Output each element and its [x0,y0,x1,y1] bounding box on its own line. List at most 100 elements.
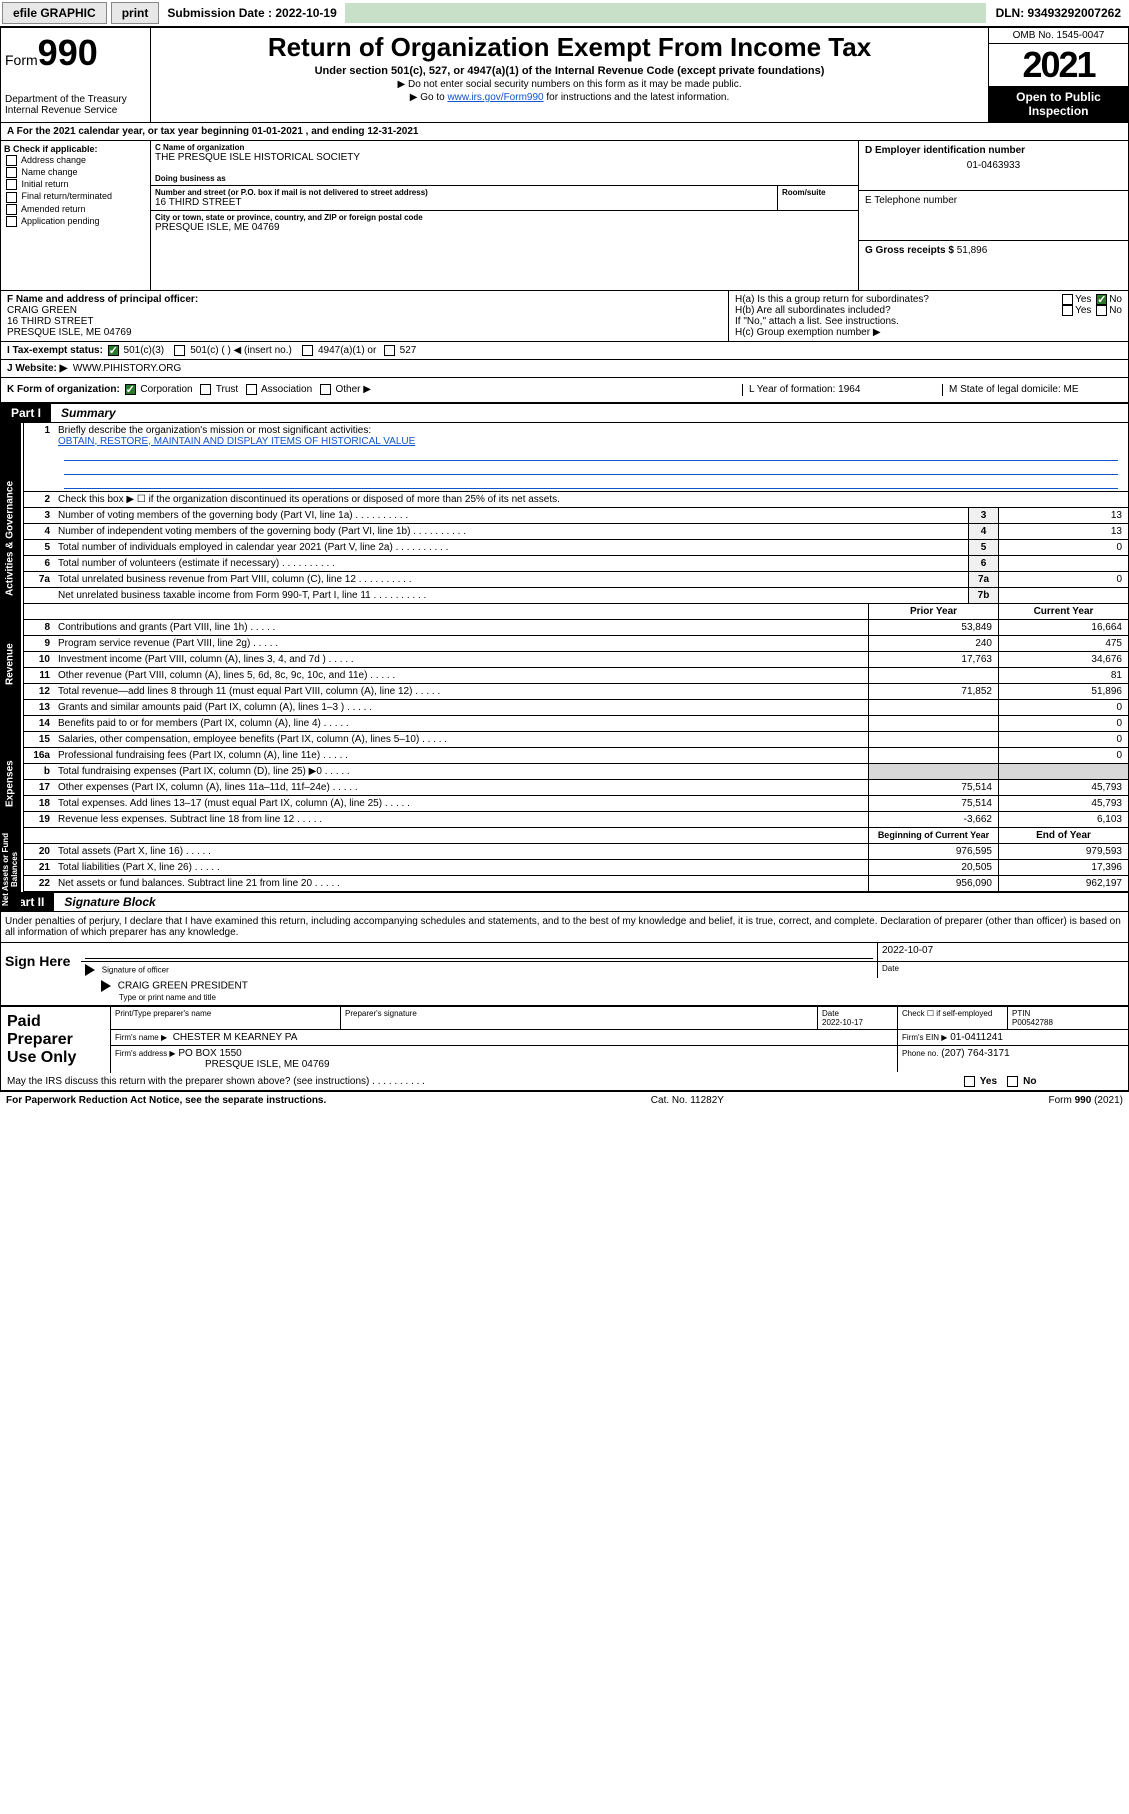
ha-no-checkbox[interactable] [1096,294,1107,305]
header-right: OMB No. 1545-0047 2021 Open to Public In… [988,28,1128,122]
current-value: 979,593 [998,844,1128,859]
col-b-option: Initial return [4,179,147,190]
irs-link[interactable]: www.irs.gov/Form990 [447,92,543,103]
summary-line: 12Total revenue—add lines 8 through 11 (… [24,684,1128,700]
prep-date: 2022-10-17 [822,1018,863,1027]
addr-label: Number and street (or P.O. box if mail i… [155,188,773,197]
prior-value: 976,595 [868,844,998,859]
current-value [998,764,1128,779]
firm-name-label: Firm's name ▶ [115,1033,167,1042]
sign-here-row: Sign Here 2022-10-07 Signature of office… [1,942,1128,1006]
line-text: Other revenue (Part VIII, column (A), li… [54,668,868,683]
527-checkbox[interactable] [384,345,395,356]
city-label: City or town, state or province, country… [155,213,854,222]
firm-addr1: PO BOX 1550 [178,1048,241,1059]
col-b-checkbox[interactable] [6,216,17,227]
4947-label: 4947(a)(1) or [318,345,376,356]
line-text: Number of independent voting members of … [54,524,968,539]
summary-line: 13Grants and similar amounts paid (Part … [24,700,1128,716]
prior-value: 20,505 [868,860,998,875]
prior-value: 240 [868,636,998,651]
may-yes-checkbox[interactable] [964,1076,975,1087]
col-b-checkbox[interactable] [6,204,17,215]
summary-line: 6Total number of volunteers (estimate if… [24,556,1128,572]
line-text: Total liabilities (Part X, line 26) [54,860,868,875]
line-value: 0 [998,572,1128,587]
current-year-header: Current Year [998,604,1128,619]
4947-checkbox[interactable] [302,345,313,356]
may-no-checkbox[interactable] [1007,1076,1018,1087]
efile-button[interactable]: efile GRAPHIC [2,2,107,24]
prep-date-header: Date [822,1009,839,1018]
open-public: Open to Public Inspection [989,86,1128,122]
line-text: Professional fundraising fees (Part IX, … [54,748,868,763]
k-other-label: Other ▶ [335,385,370,396]
col-b-option: Address change [4,155,147,166]
firm-name: CHESTER M KEARNEY PA [173,1032,298,1043]
line-num: 5 [24,540,54,555]
k-corp-checkbox[interactable] [125,384,136,395]
k-trust-checkbox[interactable] [200,384,211,395]
col-b-option: Application pending [4,216,147,227]
netassets-tab: Net Assets or Fund Balances [0,828,21,910]
summary-line: bTotal fundraising expenses (Part IX, co… [24,764,1128,780]
room-label: Room/suite [782,188,854,197]
beg-year-header: Beginning of Current Year [868,828,998,843]
current-value: 17,396 [998,860,1128,875]
officer-addr2: PRESQUE ISLE, ME 04769 [7,327,132,338]
line-text: Program service revenue (Part VIII, line… [54,636,868,651]
officer-sig-name: CRAIG GREEN PRESIDENT [118,980,248,991]
toolbar-fill [345,3,986,23]
line-value: 0 [998,540,1128,555]
part2-title: Signature Block [54,892,1128,912]
current-value: 0 [998,700,1128,715]
phone-number: (207) 764-3171 [941,1048,1009,1059]
501c3-checkbox[interactable] [108,345,119,356]
website-url: WWW.PIHISTORY.ORG [73,363,181,374]
col-b-header: B Check if applicable: [4,144,98,154]
col-b-checkbox[interactable] [6,155,17,166]
col-b-checkbox[interactable] [6,192,17,203]
line-num: 6 [24,556,54,571]
toolbar: efile GRAPHIC print Submission Date : 20… [0,0,1129,27]
col-b-checkbox[interactable] [6,167,17,178]
form-title: Return of Organization Exempt From Incom… [159,32,980,63]
type-name-label: Type or print name and title [119,993,216,1002]
prior-value: 71,852 [868,684,998,699]
summary-line: 11Other revenue (Part VIII, column (A), … [24,668,1128,684]
current-value: 16,664 [998,620,1128,635]
prior-value [868,748,998,763]
hb-no-checkbox[interactable] [1096,305,1107,316]
part1-num: Part I [1,404,51,422]
line-num: 17 [24,780,54,795]
line-num: 9 [24,636,54,651]
line-text: Total unrelated business revenue from Pa… [54,572,968,587]
netassets-section: Net Assets or Fund Balances Beginning of… [1,828,1128,892]
line-text: Net unrelated business taxable income fr… [54,588,968,603]
k-corp-label: Corporation [140,385,192,396]
ha-yes-checkbox[interactable] [1062,294,1073,305]
501c-checkbox[interactable] [174,345,185,356]
declaration: Under penalties of perjury, I declare th… [1,912,1128,942]
omb-number: OMB No. 1545-0047 [989,28,1128,44]
col-de: D Employer identification number 01-0463… [858,141,1128,290]
col-b-checkbox[interactable] [6,179,17,190]
k-other-checkbox[interactable] [320,384,331,395]
blank [24,604,54,619]
k-assoc-checkbox[interactable] [246,384,257,395]
line-text: Investment income (Part VIII, column (A)… [54,652,868,667]
i-label: I Tax-exempt status: [7,345,103,356]
ha-no-label: No [1109,294,1122,305]
current-value: 475 [998,636,1128,651]
blank [54,604,868,619]
print-button[interactable]: print [111,2,160,24]
line-num: 4 [24,524,54,539]
hb-label: H(b) Are all subordinates included? [735,305,1060,316]
may-yes-label: Yes [980,1076,997,1087]
summary-line: 21Total liabilities (Part X, line 26)20,… [24,860,1128,876]
line-box: 7a [968,572,998,587]
hb-yes-checkbox[interactable] [1062,305,1073,316]
org-name: THE PRESQUE ISLE HISTORICAL SOCIETY [155,152,854,163]
header-center: Return of Organization Exempt From Incom… [151,28,988,122]
mission-text: OBTAIN, RESTORE, MAINTAIN AND DISPLAY IT… [58,436,415,447]
